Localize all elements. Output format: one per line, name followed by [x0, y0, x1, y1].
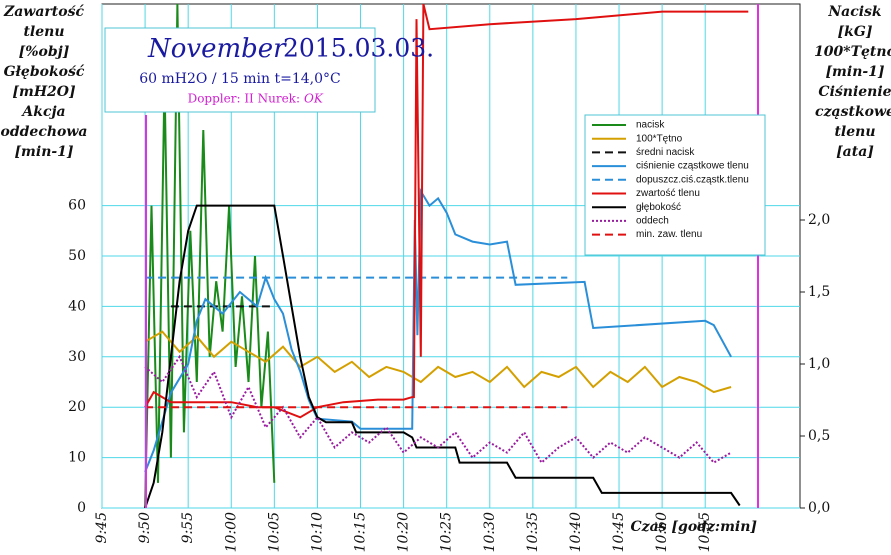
x-tick-label: 9:50: [137, 512, 153, 544]
legend-label: głębokość: [636, 202, 681, 213]
legend-label: średni nacisk: [636, 147, 695, 158]
x-tick-label: 9:55: [180, 512, 196, 544]
x-tick-label: 10:25: [439, 512, 455, 552]
legend-label: ciśnienie cząstkowe tlenu: [636, 161, 749, 172]
y-axis-label: Akcja: [20, 104, 65, 120]
x-tick-label: 10:05: [266, 512, 282, 552]
x-tick-label: 10:40: [568, 512, 584, 552]
x-axis-label: Czas [godz:min]: [630, 519, 757, 535]
x-tick-label: 10:55: [697, 512, 713, 552]
x-tick-label: 10:35: [525, 512, 541, 552]
y-tick-label: 50: [68, 248, 86, 264]
legend-label: 100*Tętno: [636, 133, 683, 144]
y2-axis-label: Ciśnienie: [818, 84, 891, 100]
x-tick-label: 10:20: [396, 512, 412, 552]
chart-title: November: [147, 34, 287, 64]
y-axis-label: [min-1]: [14, 144, 73, 160]
subtitle: 60 mH2O / 15 min t=14,0°C: [139, 71, 340, 87]
x-tick-label: 10:30: [482, 512, 498, 552]
legend-entries: nacisk 100*Tętno średni nacisk ciśnienie cz…: [592, 120, 749, 240]
series-line: [144, 204, 741, 508]
y2-tick-label: 1,0: [808, 356, 830, 372]
legend-label: nacisk: [636, 120, 665, 131]
y-axis-label: tlenu: [23, 24, 64, 40]
y-axis-label: [%obj]: [19, 44, 70, 60]
y-tick-label: 20: [68, 399, 86, 415]
note-value: OK: [304, 92, 324, 106]
x-tick-label: 10:45: [611, 512, 627, 552]
y-tick-label: 10: [68, 450, 86, 466]
y2-axis-label: cząstkowe: [815, 104, 891, 120]
y2-axis-label: Nacisk: [827, 4, 882, 20]
legend-label: dopuszcz.ciś.cząstk.tlenu: [636, 174, 749, 185]
y-axis-label: Głębokość: [4, 64, 85, 80]
series-line: [144, 187, 732, 473]
note: Doppler: II Nurek:: [188, 92, 300, 106]
y-tick-label: 60: [68, 198, 86, 214]
series-line: [144, 4, 276, 508]
y-axis-label: Zawartość: [3, 4, 84, 20]
title-box: [104, 27, 376, 113]
x-tick-label: 9:45: [94, 512, 110, 544]
series-line: [144, 354, 732, 465]
y2-axis-label: [ata]: [836, 144, 874, 160]
y2-axis-label: 100*Tętno: [814, 44, 891, 60]
y-tick-label: 40: [68, 298, 86, 314]
series-line: [144, 330, 732, 394]
x-tick-label: 10:00: [223, 512, 239, 552]
legend-label: zwartość tlenu: [636, 188, 700, 199]
legend-label: min. zaw. tlenu: [636, 229, 702, 240]
y2-axis-label: tlenu: [834, 124, 875, 140]
y2-tick-label: 0,0: [808, 500, 830, 516]
y2-tick-label: 2,0: [808, 212, 830, 228]
y2-tick-label: 0,5: [808, 428, 830, 444]
y2-axis-label: [kG]: [838, 24, 873, 40]
legend-label: oddech: [636, 216, 669, 227]
y-axis-label: [mH2O]: [12, 84, 76, 100]
y-tick-label: 30: [68, 349, 86, 365]
y2-tick-label: 1,5: [808, 284, 830, 300]
title-date: 2015.03.03.: [283, 34, 434, 63]
series-layer: [144, 4, 749, 508]
y-tick-label: 0: [77, 500, 86, 516]
x-tick-label: 10:50: [654, 512, 670, 552]
y-axis-label: oddechowa: [1, 124, 88, 140]
x-tick-label: 10:10: [309, 512, 325, 552]
y2-axis-label: [min-1]: [825, 64, 884, 80]
x-tick-label: 10:15: [353, 512, 369, 552]
